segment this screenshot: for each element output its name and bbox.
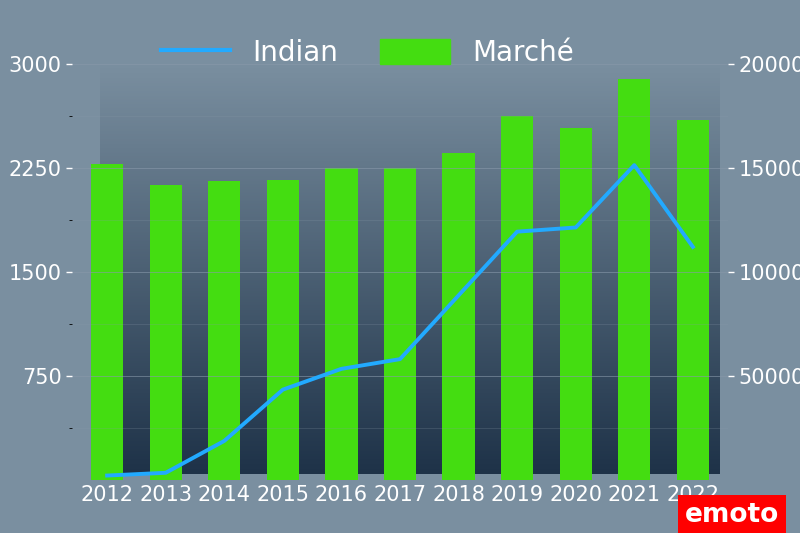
Legend: Indian, Marché: Indian, Marché [150, 28, 585, 78]
Bar [91, 164, 123, 480]
Bar [618, 78, 650, 480]
Bar [677, 120, 709, 480]
Bar [384, 168, 416, 480]
Bar [266, 180, 299, 480]
Bar [326, 168, 358, 480]
Bar [442, 154, 474, 480]
Bar [208, 181, 240, 480]
Text: emoto: emoto [685, 502, 779, 528]
Bar [501, 116, 534, 480]
Bar [560, 128, 592, 480]
Bar [150, 184, 182, 480]
